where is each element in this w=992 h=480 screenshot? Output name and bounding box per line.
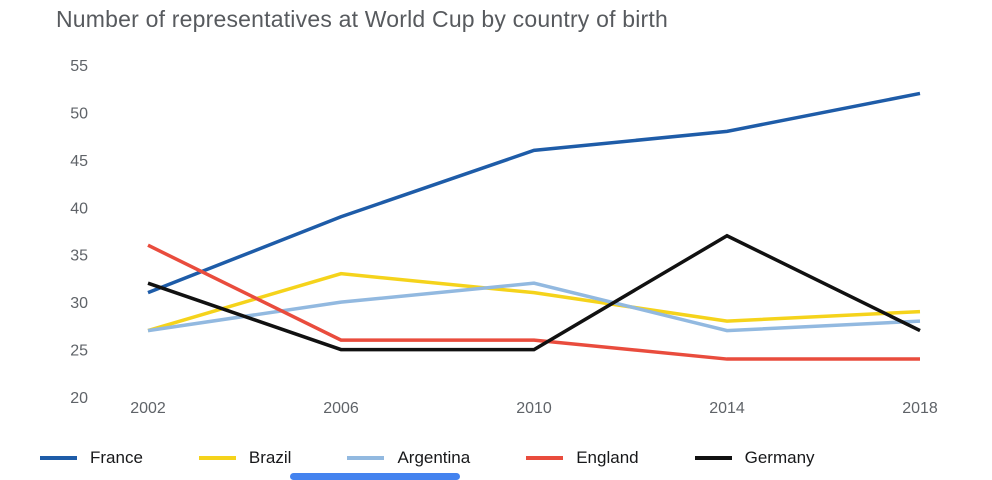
legend-item-germany: Germany xyxy=(694,448,815,468)
series-line-england xyxy=(147,243,920,361)
y-axis-tick-label: 45 xyxy=(70,153,88,170)
line-chart: 20 25 30 35 40 45 50 55 2002 2006 2010 2014 2018 xyxy=(70,58,938,417)
y-axis-tick-label: 50 xyxy=(70,105,88,122)
x-axis-tick-label: 2002 xyxy=(130,400,166,417)
y-axis-tick-label: 35 xyxy=(70,248,88,265)
legend-label-argentina: Argentina xyxy=(397,448,471,467)
legend-line-swatch-england xyxy=(526,456,564,460)
x-axis-tick-label: 2018 xyxy=(902,400,938,417)
x-axis-tick-label: 2010 xyxy=(516,400,552,417)
horizontal-scrollbar-thumb[interactable] xyxy=(290,473,460,480)
y-axis-tick-label: 25 xyxy=(70,343,88,360)
x-axis-tick-label: 2006 xyxy=(323,400,359,417)
y-axis-tick-label: 30 xyxy=(70,295,88,312)
legend-line-swatch-france xyxy=(40,456,77,460)
legend-line-swatch-germany xyxy=(694,456,732,460)
legend-label-brazil: Brazil xyxy=(248,448,292,467)
chart-title: Number of representatives at World Cup b… xyxy=(56,6,669,32)
legend-line-swatch-argentina xyxy=(347,456,385,460)
chart-legend: France Brazil Argentina England Germany xyxy=(40,441,815,475)
x-axis-tick-label: 2014 xyxy=(709,400,745,417)
legend-item-brazil: Brazil xyxy=(198,448,292,468)
series-line-germany xyxy=(147,233,921,352)
legend-item-england: England xyxy=(526,448,639,468)
y-axis-tick-label: 55 xyxy=(70,58,88,75)
y-axis-tick-label: 20 xyxy=(70,390,88,407)
legend-item-france: France xyxy=(40,448,143,468)
legend-item-argentina: Argentina xyxy=(347,448,470,468)
legend-label-france: France xyxy=(90,448,143,467)
legend-label-germany: Germany xyxy=(744,448,815,467)
series-line-france xyxy=(147,91,921,295)
legend-line-swatch-brazil xyxy=(198,456,236,460)
series-line-argentina xyxy=(147,281,921,333)
legend-label-england: England xyxy=(576,448,639,467)
series-line-brazil xyxy=(147,271,921,333)
y-axis-tick-label: 40 xyxy=(70,200,88,217)
